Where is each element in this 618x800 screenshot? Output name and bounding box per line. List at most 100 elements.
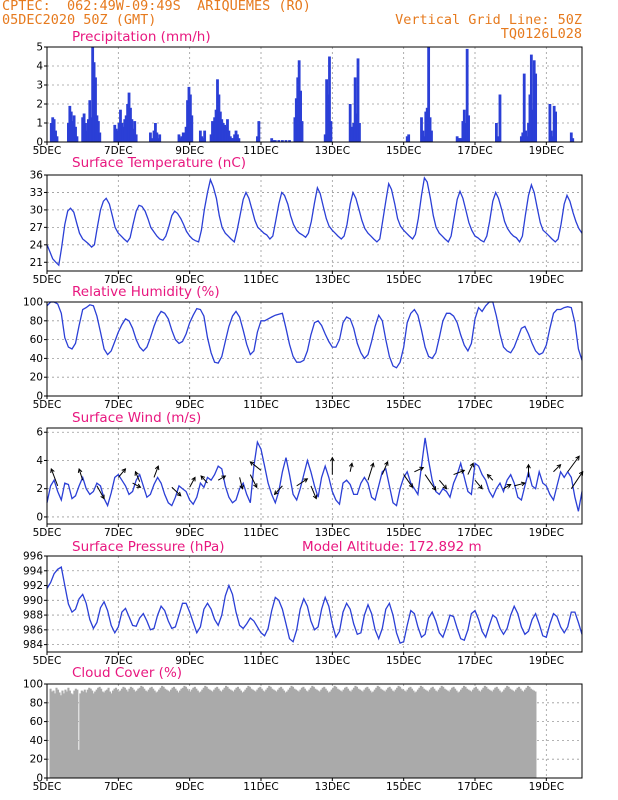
- y-tick-label: 5: [36, 42, 43, 54]
- cloud-bar: [494, 687, 497, 778]
- precip-bar: [220, 119, 224, 142]
- x-tick-label: 19DEC: [529, 399, 564, 411]
- cloud-bar: [406, 689, 409, 778]
- cloud-bar: [526, 685, 530, 778]
- wind-arrow-head: [408, 483, 414, 489]
- cloud-bar: [413, 692, 416, 778]
- cloud-bar: [291, 686, 295, 778]
- cloud-bar: [198, 692, 201, 778]
- cloud-bar: [474, 686, 477, 778]
- precip-bar: [358, 123, 361, 142]
- cloud-bar: [457, 692, 460, 778]
- precip-bar: [221, 123, 225, 142]
- y-tick-label: 33: [30, 187, 43, 199]
- precip-bar: [211, 121, 214, 142]
- cloud-bar: [137, 688, 140, 778]
- cloud-bar: [159, 687, 162, 778]
- x-tick-label: 15DEC: [386, 655, 421, 667]
- cloud-bar: [425, 690, 428, 778]
- x-tick-label: 17DEC: [457, 527, 492, 539]
- wind-arrow-shaft: [367, 463, 374, 481]
- cloud-bar: [309, 687, 312, 778]
- cloud-bar: [232, 691, 235, 778]
- precip-bar: [348, 104, 352, 142]
- precip-bar: [156, 138, 160, 142]
- wind-arrow-shaft: [217, 475, 226, 481]
- cloud-bar: [76, 689, 79, 778]
- precip-bar: [551, 136, 555, 142]
- precip-bar: [571, 138, 575, 142]
- precip-bar: [119, 109, 122, 142]
- wind-arrow-shaft: [274, 485, 283, 495]
- wind-arrow-shaft: [171, 486, 182, 497]
- x-tick-label: 9DEC: [175, 274, 204, 286]
- precip-bar: [198, 130, 202, 142]
- wind-arrow-shaft: [249, 461, 262, 471]
- cloud-bar: [329, 691, 332, 778]
- precip-bar: [299, 90, 302, 142]
- cloud-bar: [384, 691, 387, 778]
- cloud-bar: [225, 685, 228, 778]
- precip-bar: [133, 121, 137, 142]
- cloud-bar: [458, 691, 461, 778]
- precip-bar: [352, 123, 356, 142]
- precip-bar: [293, 117, 297, 142]
- cloud-bar: [460, 689, 463, 778]
- precip-bar: [233, 134, 237, 142]
- precip-bar: [130, 119, 134, 142]
- cloud-bar: [162, 686, 165, 778]
- cloud-bar: [470, 691, 473, 778]
- cloud-bar: [178, 690, 182, 778]
- series-line: [46, 437, 583, 512]
- x-tick-label: 5DEC: [33, 655, 62, 667]
- cloud-bar: [320, 689, 323, 778]
- cloud-bar: [375, 687, 378, 778]
- precip-bar: [129, 107, 132, 142]
- precip-bar: [300, 121, 304, 142]
- y-tick-label: 40: [30, 735, 43, 747]
- x-tick-label: 7DEC: [104, 781, 133, 793]
- precip-bar: [326, 94, 330, 142]
- cloud-bar: [95, 689, 98, 778]
- precip-bar: [84, 123, 87, 142]
- cloud-bar: [199, 691, 202, 778]
- cloud-bar: [351, 689, 354, 778]
- x-tick-label: 17DEC: [457, 274, 492, 286]
- cloud-bar: [271, 688, 274, 778]
- precip-bar: [96, 121, 100, 142]
- x-tick-label: 11DEC: [243, 655, 278, 667]
- cloud-bar: [467, 689, 470, 778]
- cloud-bar: [354, 685, 357, 778]
- wind-arrow-head: [221, 475, 227, 480]
- cloud-bar: [287, 689, 290, 778]
- cloud-bar: [428, 689, 431, 778]
- panel-1: 21 24 27 30 33 36 5DEC 7DEC 9DEC 11DEC 13DEC 15DEC 1…: [30, 155, 583, 286]
- panel-frame: [46, 301, 583, 397]
- x-tick-label: 19DEC: [529, 527, 564, 539]
- cloud-bar: [117, 691, 121, 778]
- wind-arrow-head: [303, 478, 309, 483]
- cloud-bar: [409, 686, 412, 778]
- cloud-bar: [476, 688, 479, 778]
- cloud-bar: [116, 689, 119, 778]
- wind-arrow-head: [460, 469, 466, 474]
- cloud-bar: [412, 690, 415, 778]
- cloud-bar: [89, 688, 92, 778]
- wind-arrow-shaft: [296, 478, 308, 487]
- cloud-bar: [239, 690, 242, 778]
- cloud-bar: [274, 690, 277, 778]
- wind-arrow-shaft: [153, 465, 159, 478]
- wind-arrow-shaft: [414, 467, 424, 473]
- cloud-bar: [461, 687, 464, 778]
- wind-arrow-shaft: [403, 474, 413, 488]
- cloud-bar: [455, 690, 458, 778]
- y-tick-label: 100: [23, 297, 43, 309]
- cloud-bar: [445, 689, 448, 778]
- cloud-bar: [378, 686, 381, 778]
- cloud-bar: [327, 692, 330, 778]
- cloud-bar: [516, 687, 519, 778]
- cloud-bar: [280, 686, 283, 778]
- x-tick-label: 13DEC: [315, 145, 350, 157]
- panel-title: Relative Humidity (%): [72, 284, 220, 300]
- cloud-bar: [369, 690, 372, 778]
